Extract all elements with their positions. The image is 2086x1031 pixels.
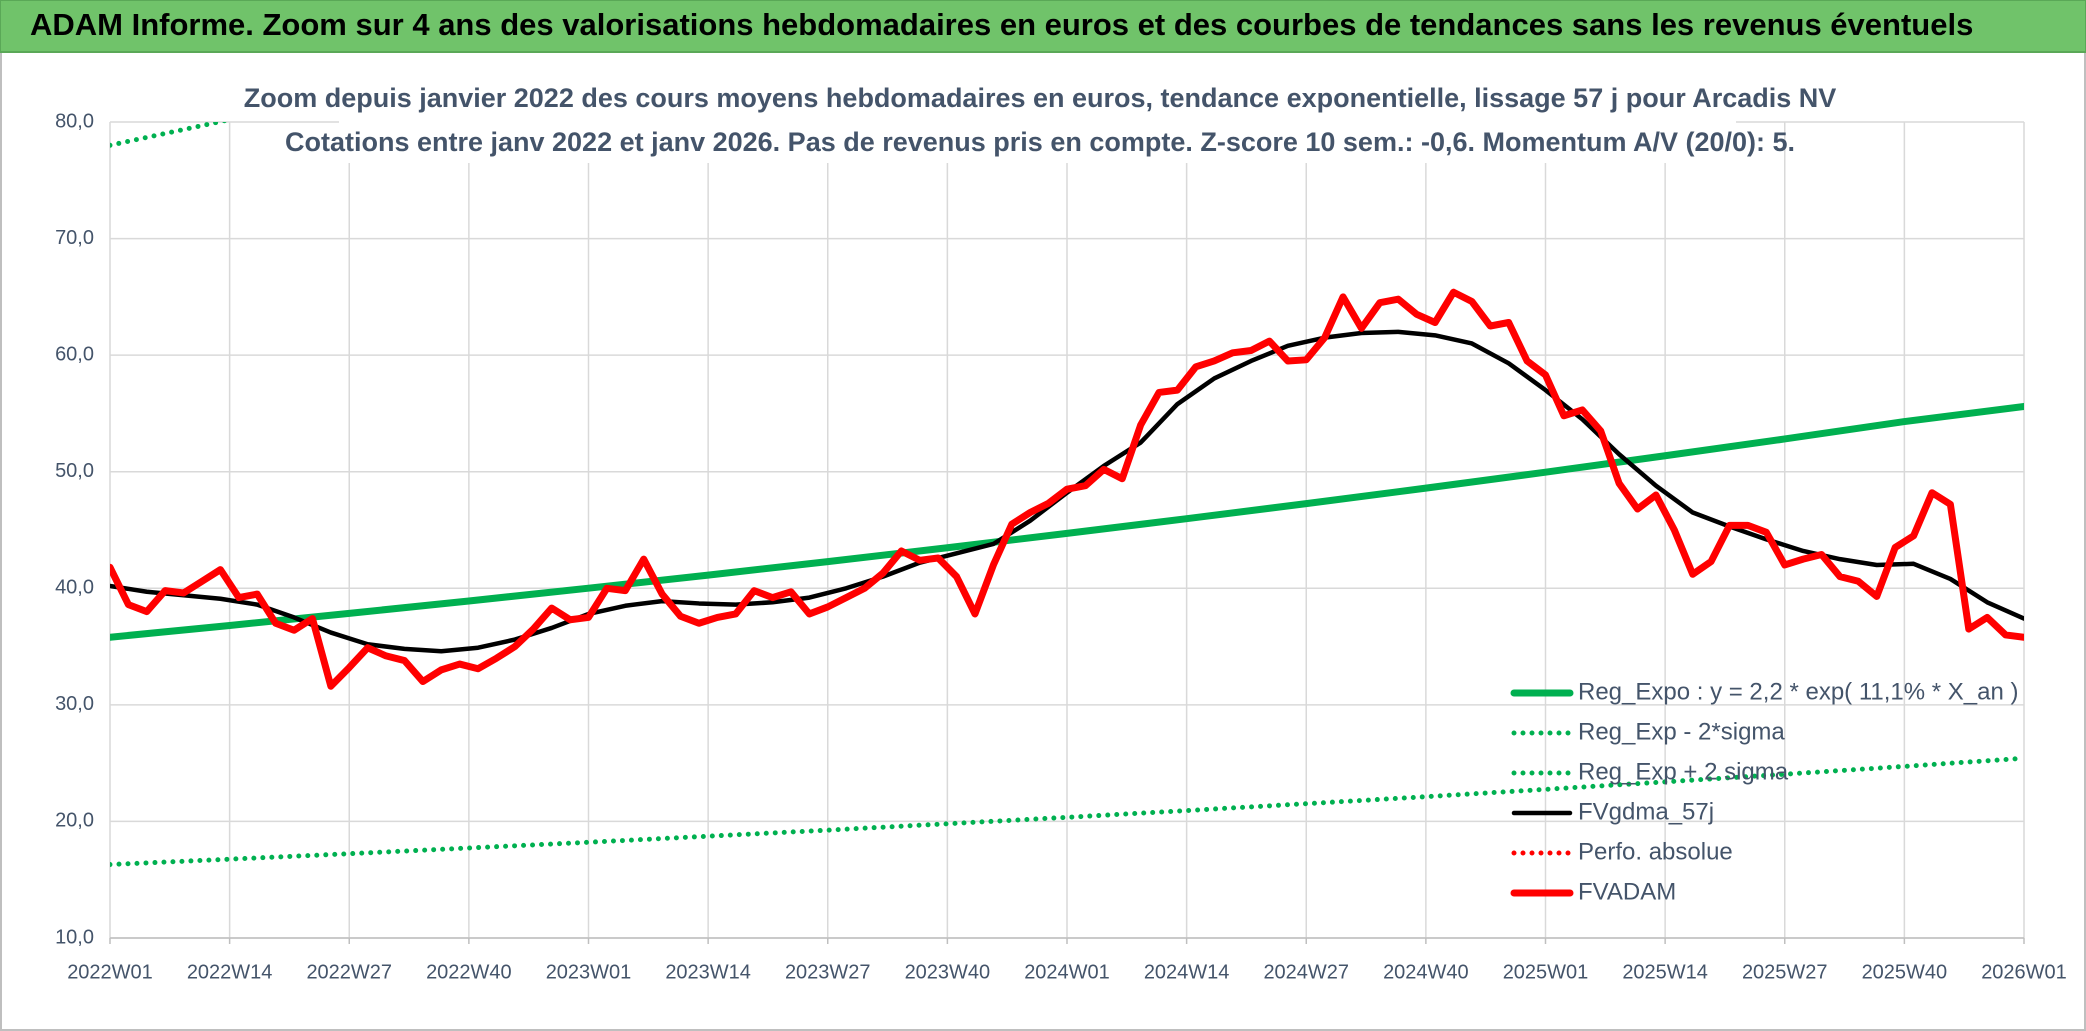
x-tick-label: 2025W40: [1862, 961, 1948, 983]
y-tick-label: 40,0: [55, 577, 94, 599]
y-tick-label: 30,0: [55, 693, 94, 715]
title-box: [339, 77, 1736, 163]
x-tick-label: 2026W01: [1981, 961, 2067, 983]
legend-label: Perfo. absolue: [1578, 838, 1733, 865]
y-tick-label: 80,0: [55, 110, 94, 132]
y-tick-label: 20,0: [55, 810, 94, 832]
y-tick-label: 10,0: [55, 926, 94, 948]
x-tick-label: 2022W27: [306, 961, 392, 983]
x-tick-label: 2024W40: [1383, 961, 1469, 983]
y-tick-label: 60,0: [55, 343, 94, 365]
chart-title: Zoom depuis janvier 2022 des cours moyen…: [244, 83, 1837, 113]
x-tick-label: 2023W40: [905, 961, 991, 983]
legend-label: FVADAM: [1578, 878, 1676, 905]
legend: Reg_Expo : y = 2,2 * exp( 11,1% * X_an )…: [1510, 678, 2018, 905]
grid: 10,0 20,0 30,0 40,0 50,0 60,0 70,0 80,0 2022W01 2…: [55, 110, 2067, 983]
x-tick-label: 2023W27: [785, 961, 871, 983]
y-tick-label: 50,0: [55, 460, 94, 482]
banner-title: ADAM Informe. Zoom sur 4 ans des valoris…: [30, 7, 1973, 42]
x-tick-label: 2025W27: [1742, 961, 1828, 983]
x-tick-label: 2025W14: [1622, 961, 1708, 983]
x-tick-label: 2022W40: [426, 961, 512, 983]
series-line: [110, 288, 2024, 690]
x-tick-label: 2022W01: [67, 961, 153, 983]
legend-label: FVgdma_57j: [1578, 798, 1714, 825]
x-tick-label: 2022W14: [187, 961, 273, 983]
series-line: [110, 402, 2024, 641]
x-tick-label: 2023W14: [665, 961, 751, 983]
legend-label: Reg_Expo : y = 2,2 * exp( 11,1% * X_an ): [1578, 678, 2018, 705]
x-tick-label: 2025W01: [1503, 961, 1589, 983]
x-tick-label: 2024W14: [1144, 961, 1230, 983]
legend-label: Reg_Exp - 2*sigma: [1578, 718, 1785, 745]
x-tick-label: 2023W01: [546, 961, 632, 983]
legend-label: Reg_Exp + 2 sigma: [1578, 758, 1789, 785]
x-tick-label: 2024W27: [1263, 961, 1349, 983]
x-tick-label: 2024W01: [1024, 961, 1110, 983]
banner-bar: [0, 0, 2086, 53]
plot: [110, 122, 2024, 868]
y-tick-label: 70,0: [55, 227, 94, 249]
chart-subtitle: Cotations entre janv 2022 et janv 2026. …: [285, 127, 1795, 157]
